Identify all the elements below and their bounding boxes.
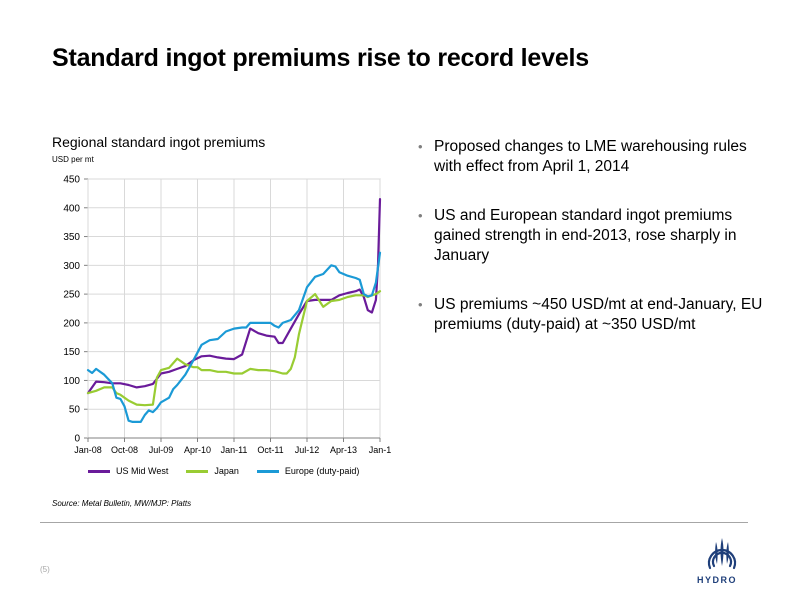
legend-label-japan: Japan (214, 466, 239, 476)
y-tick-label: 0 (74, 434, 80, 445)
legend-label-us: US Mid West (116, 466, 169, 476)
x-tick-label: Apr-13 (330, 445, 357, 455)
y-tick-label: 200 (63, 318, 80, 329)
legend-swatch-japan (186, 469, 209, 473)
x-tick-label: Oct-11 (257, 445, 283, 455)
y-tick-label: 100 (63, 376, 80, 387)
y-tick-label: 250 (63, 290, 80, 301)
slide-title: Standard ingot premiums rise to record l… (52, 44, 589, 72)
legend-item-japan: Japan (186, 466, 239, 476)
logo-text: HYDRO (697, 575, 738, 585)
x-tick-label: Jan-08 (74, 445, 102, 455)
y-tick-label: 350 (63, 232, 80, 243)
x-tick-label: Jul-12 (295, 445, 320, 455)
chart-unit-label: USD per mt (52, 155, 94, 164)
bullet-list: Proposed changes to LME warehousing rule… (418, 137, 763, 364)
source-note: Source: Metal Bulletin, MW/MJP: Platts (52, 499, 192, 508)
series-line-1 (86, 290, 382, 407)
y-tick-label: 50 (69, 405, 81, 416)
x-tick-label: Jul-09 (149, 445, 174, 455)
legend-item-us: US Mid West (88, 466, 168, 476)
premiums-line-chart: 0 50 100 150 200 250 300 350 400 450 Jan-08 Oct-08 J… (63, 175, 392, 456)
x-tick-label: Jan-11 (221, 445, 248, 455)
series-line-0 (86, 198, 382, 395)
page-number: (5) (40, 565, 50, 574)
bullet-item: US premiums ~450 USD/mt at end-January, … (418, 295, 763, 335)
y-tick-label: 400 (63, 203, 80, 214)
y-tick-label: 450 (63, 175, 80, 186)
legend-swatch-europe (256, 469, 279, 473)
chart-title: Regional standard ingot premiums (52, 134, 266, 150)
legend-item-europe: Europe (duty-paid) (256, 466, 360, 476)
bullet-item: Proposed changes to LME warehousing rule… (418, 137, 763, 177)
series-line-2 (86, 251, 382, 423)
x-tick-label: Jan-1 (369, 445, 392, 455)
y-tick-label: 300 (63, 261, 80, 272)
x-tick-label: Oct-08 (111, 445, 138, 455)
footer-divider (40, 522, 748, 523)
chart-legend: US Mid West Japan Europe (duty-paid) (88, 466, 359, 476)
legend-swatch-us (88, 469, 110, 473)
bullet-item: US and European standard ingot premiums … (418, 206, 763, 266)
x-tick-label: Apr-10 (184, 445, 211, 455)
legend-label-europe: Europe (duty-paid) (284, 466, 360, 476)
hydro-logo-icon (707, 538, 737, 570)
y-tick-label: 150 (63, 347, 80, 358)
